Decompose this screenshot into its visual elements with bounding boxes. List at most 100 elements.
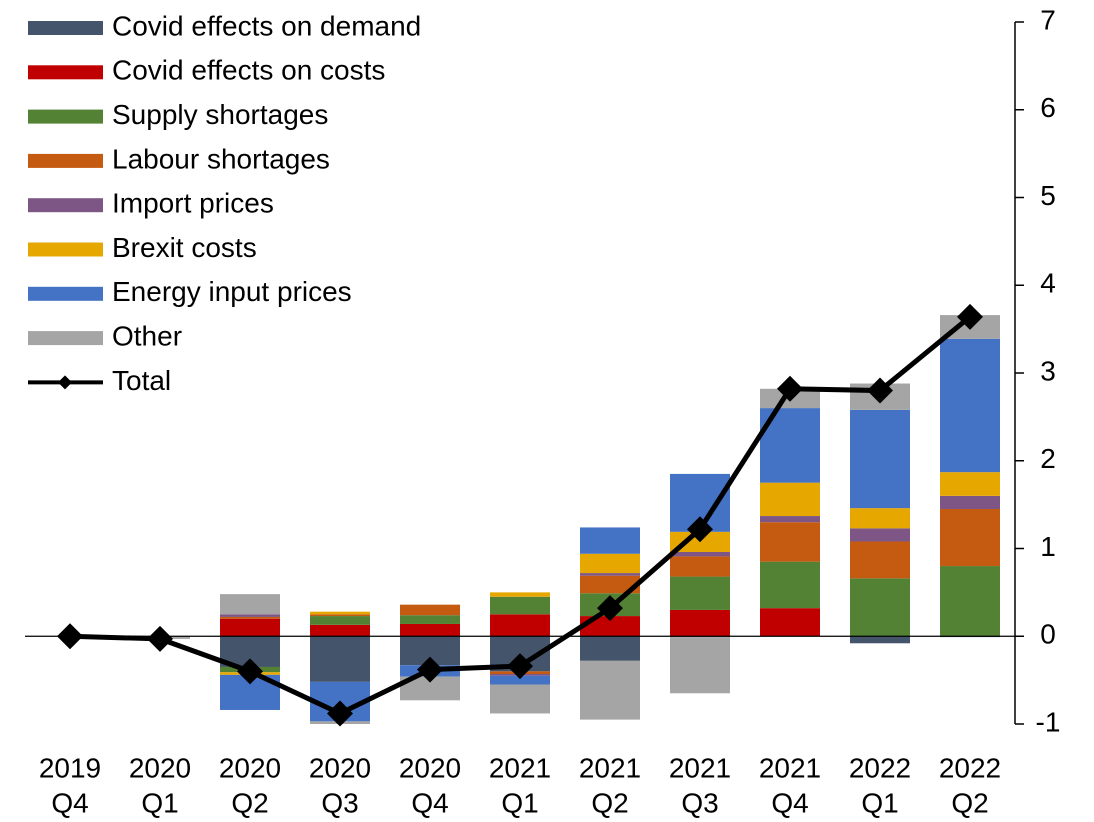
y-tick-label: 2 xyxy=(1040,443,1056,474)
bar-segment xyxy=(490,614,550,637)
x-tick-label: Q1 xyxy=(141,787,178,818)
x-tick-label: Q4 xyxy=(51,787,88,818)
y-tick-label: 0 xyxy=(1040,619,1056,650)
x-tick-label: 2021 xyxy=(579,752,641,783)
x-tick-label: 2019 xyxy=(39,752,101,783)
x-tick-label: 2021 xyxy=(669,752,731,783)
legend-label: Labour shortages xyxy=(112,143,330,174)
total-marker xyxy=(597,595,623,622)
bar-segment xyxy=(670,609,730,637)
x-tick-label: 2022 xyxy=(939,752,1001,783)
bar-segment xyxy=(400,676,460,701)
x-tick-label: Q2 xyxy=(951,787,988,818)
legend-label: Covid effects on demand xyxy=(112,10,421,41)
total-marker xyxy=(687,516,713,543)
legend-swatch xyxy=(28,286,103,301)
x-tick-label: 2020 xyxy=(129,752,191,783)
total-marker xyxy=(867,377,893,404)
bar-segment xyxy=(580,616,640,637)
x-tick-label: Q4 xyxy=(411,787,448,818)
total-marker xyxy=(327,700,353,727)
x-tick-label: 2020 xyxy=(219,752,281,783)
bar-segment xyxy=(310,616,370,625)
bar-segment xyxy=(850,541,910,579)
bar-segment xyxy=(310,636,370,682)
y-tick-label: -1 xyxy=(1036,706,1061,737)
x-tick-label: 2021 xyxy=(759,752,821,783)
bar-segment xyxy=(310,624,370,637)
y-tick-label: 5 xyxy=(1040,180,1056,211)
total-marker xyxy=(507,653,533,680)
total-marker xyxy=(417,656,443,683)
bar-segment xyxy=(670,576,730,610)
legend-swatch xyxy=(28,331,103,346)
legend-label: Other xyxy=(112,320,182,351)
bar-segment xyxy=(400,615,460,624)
y-tick-label: 3 xyxy=(1040,355,1056,386)
bar-segment xyxy=(490,592,550,597)
total-marker xyxy=(237,658,263,685)
x-tick-label: Q2 xyxy=(591,787,628,818)
bar-segment xyxy=(760,522,820,562)
bar-segment xyxy=(310,611,370,615)
y-tick-label: 6 xyxy=(1040,92,1056,123)
legend-swatch xyxy=(28,21,103,35)
bar-segment xyxy=(850,508,910,529)
bar-segment xyxy=(400,623,460,637)
legend-label: Covid effects on costs xyxy=(112,55,385,86)
legend-swatch xyxy=(28,109,103,124)
bar-segment xyxy=(580,553,640,574)
total-marker xyxy=(147,625,173,652)
bar-segment xyxy=(490,675,550,685)
bar-segment xyxy=(940,566,1000,637)
bar-segment xyxy=(940,338,1000,473)
bar-segment xyxy=(850,528,910,542)
bar-segment xyxy=(220,614,280,617)
x-tick-label: Q3 xyxy=(321,787,358,818)
bar-segment xyxy=(670,552,730,557)
bar-segment xyxy=(580,660,640,720)
bar-segment xyxy=(580,527,640,554)
total-marker xyxy=(57,623,83,650)
bar-segment xyxy=(220,594,280,615)
y-tick-label: 7 xyxy=(1040,4,1056,35)
y-tick-label: 4 xyxy=(1040,268,1056,299)
x-tick-label: 2022 xyxy=(849,752,911,783)
bar-segment xyxy=(940,495,1000,510)
bar-segment xyxy=(760,561,820,609)
legend-marker xyxy=(58,375,72,390)
legend-swatch xyxy=(28,153,103,168)
x-tick-label: Q1 xyxy=(861,787,898,818)
total-marker xyxy=(777,375,803,402)
x-tick-label: 2021 xyxy=(489,752,551,783)
legend-label: Brexit costs xyxy=(112,232,257,263)
x-tick-label: 2020 xyxy=(309,752,371,783)
bar-segment xyxy=(760,482,820,517)
bar-segment xyxy=(400,604,460,616)
bar-segment xyxy=(850,578,910,637)
x-tick-label: Q2 xyxy=(231,787,268,818)
legend-label: Import prices xyxy=(112,188,274,219)
bar-segment xyxy=(670,637,730,694)
x-tick-label: 2020 xyxy=(399,752,461,783)
total-marker xyxy=(957,303,983,330)
bar-segment xyxy=(760,516,820,523)
x-tick-label: Q3 xyxy=(681,787,718,818)
x-tick-label: Q1 xyxy=(501,787,538,818)
bar-segment xyxy=(490,596,550,615)
legend-label: Total xyxy=(112,365,171,396)
bar-segment xyxy=(850,636,910,644)
bar-segment xyxy=(580,575,640,594)
legend-swatch xyxy=(28,198,103,213)
bar-segment xyxy=(850,409,910,509)
y-tick-label: 1 xyxy=(1040,531,1056,562)
bar-segment xyxy=(580,573,640,576)
legend-swatch xyxy=(28,65,103,80)
legend-label: Energy input prices xyxy=(112,276,352,307)
bar-segment xyxy=(940,509,1000,567)
bar-segment xyxy=(940,472,1000,496)
bar-segment xyxy=(670,556,730,577)
bar-segment xyxy=(220,616,280,619)
legend-label: Supply shortages xyxy=(112,99,328,130)
